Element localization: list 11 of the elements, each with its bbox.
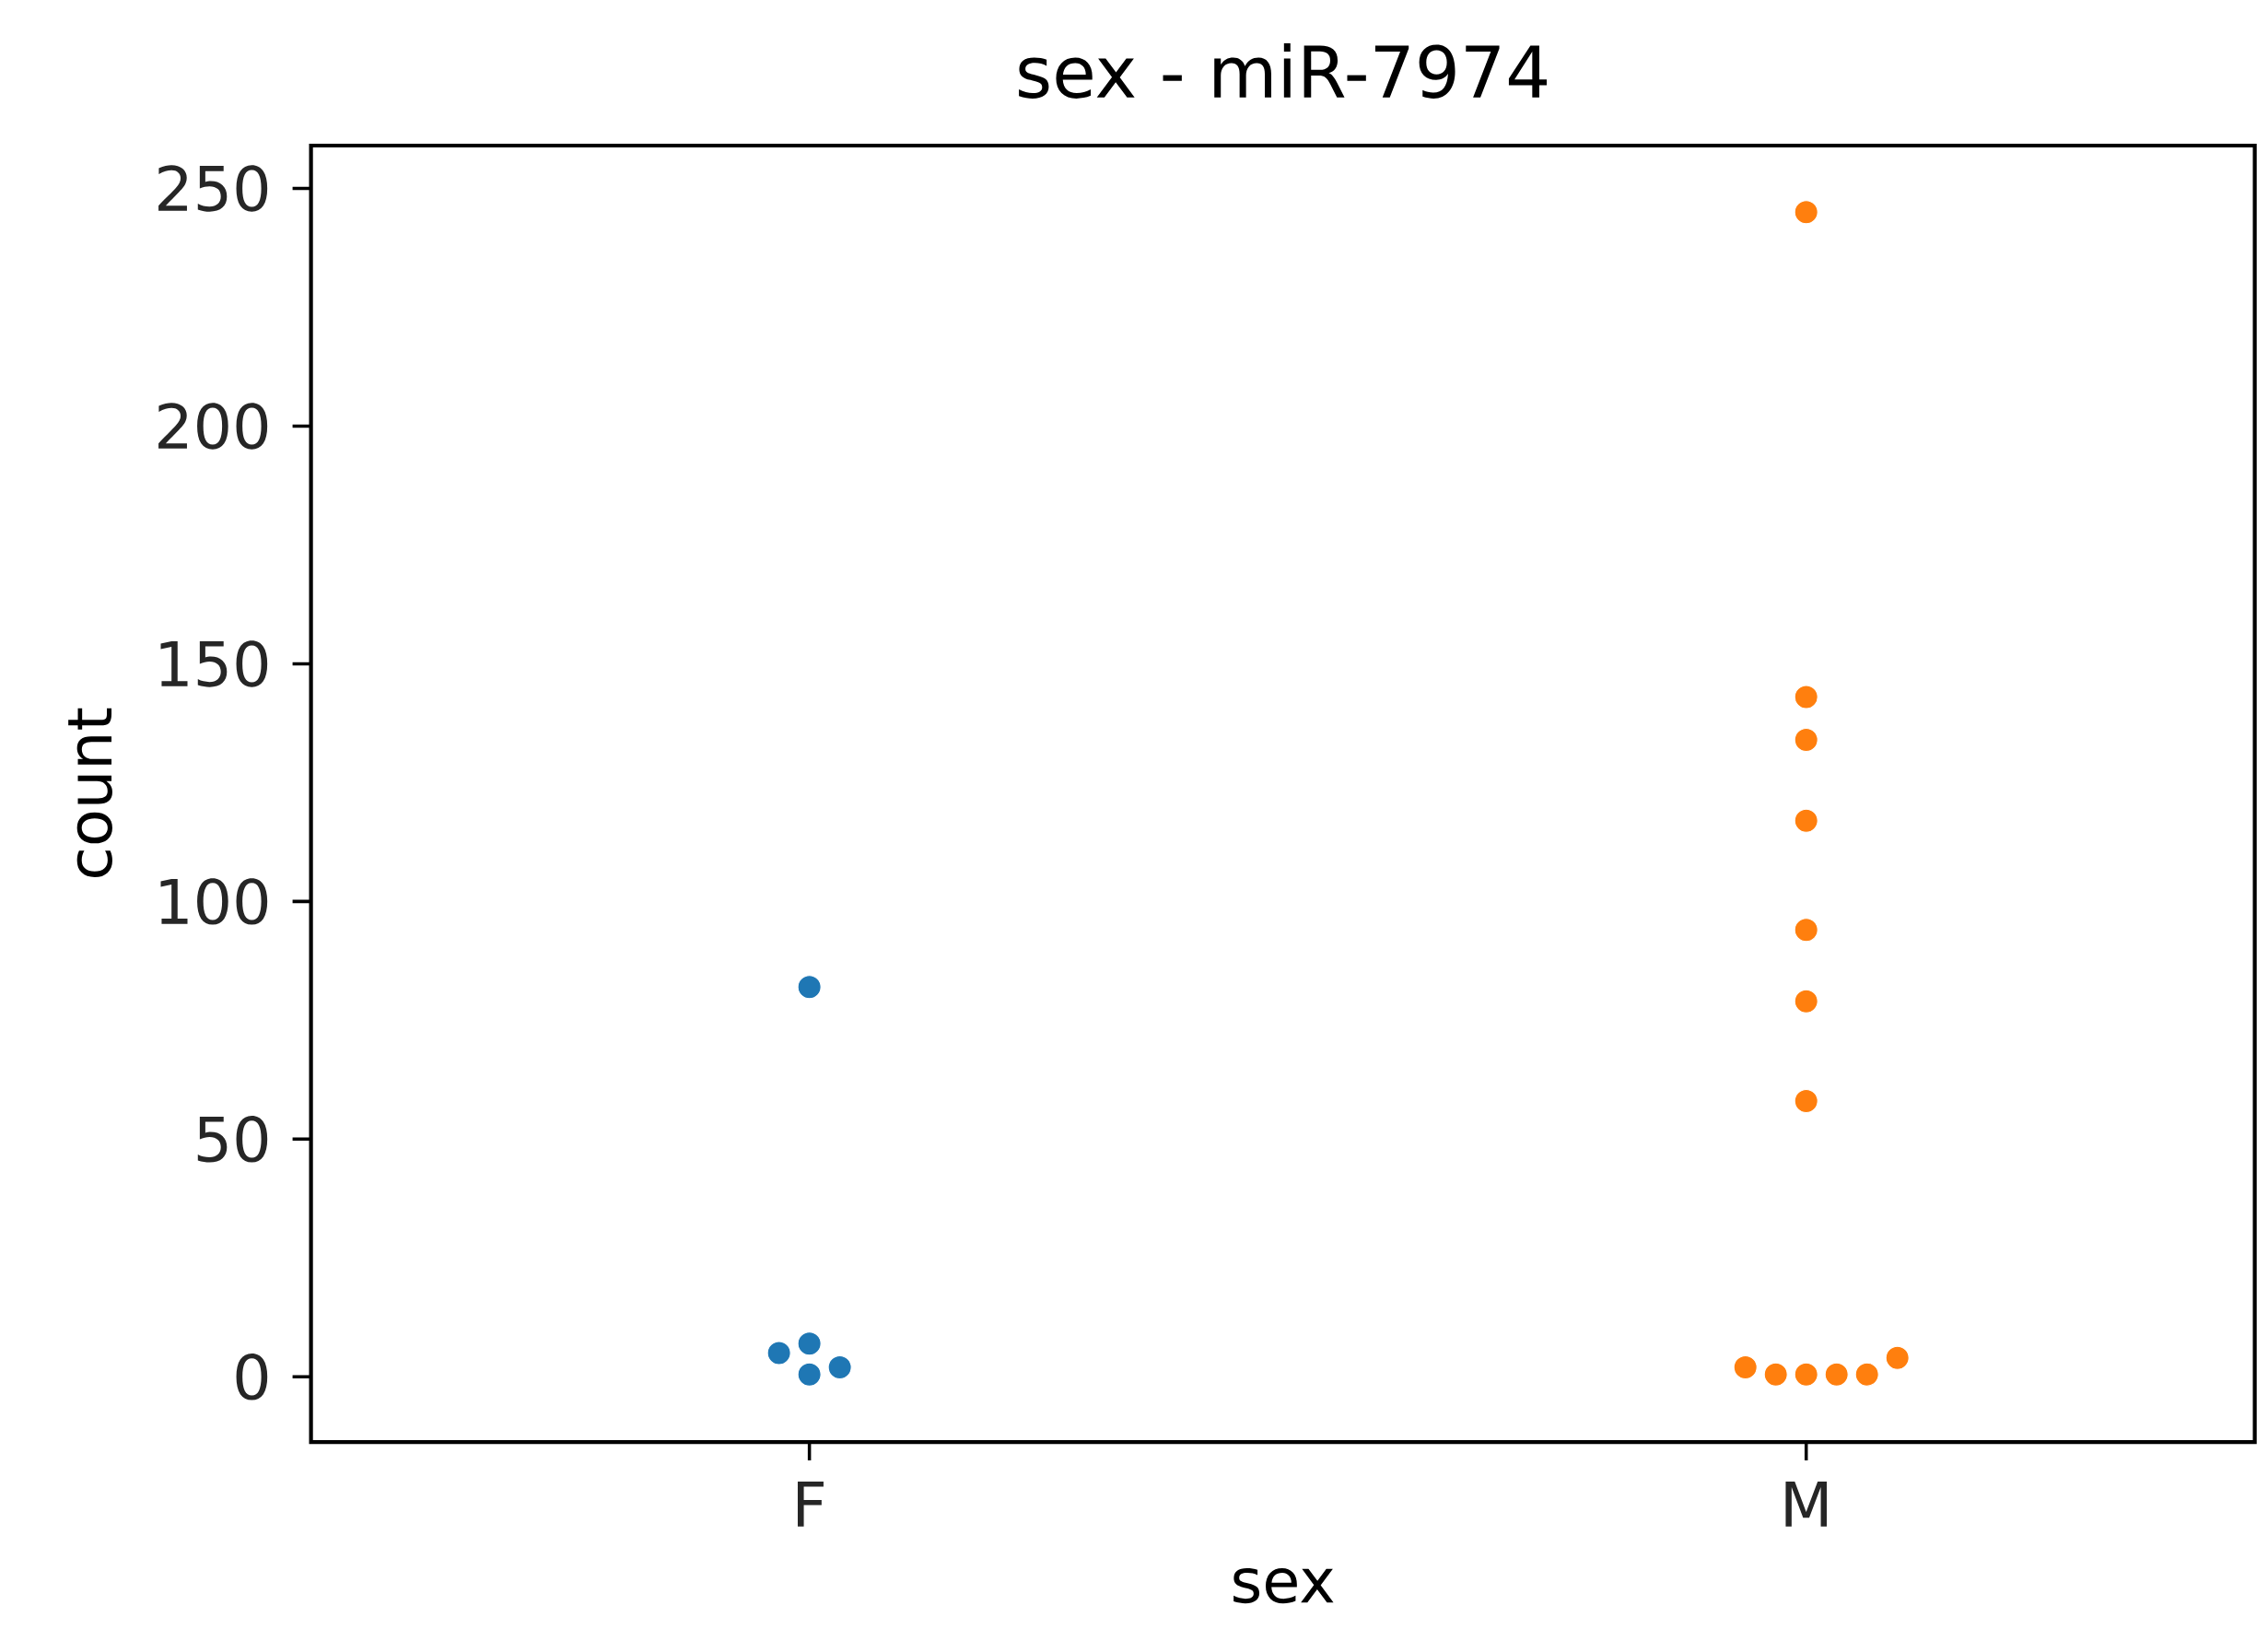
x-tick-label: M	[1785, 1481, 1827, 1527]
y-axis-title: count	[68, 708, 112, 878]
x-tick-label: F	[797, 1481, 824, 1527]
x-axis-title: sex	[1233, 1567, 1334, 1604]
y-tick-label: 50	[197, 1116, 268, 1163]
y-tick-label: 150	[160, 640, 268, 687]
y-tick-label: 200	[158, 403, 268, 450]
y-tick-label: 250	[158, 165, 268, 212]
y-tick-label: 0	[236, 1354, 268, 1400]
chart-title: sex - miR-7974	[1019, 43, 1547, 99]
y-tick-label: 100	[160, 878, 268, 925]
